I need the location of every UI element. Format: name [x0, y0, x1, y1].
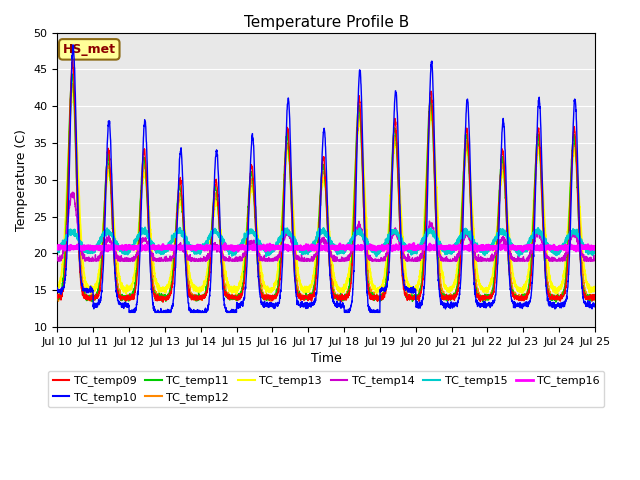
Line: TC_temp10: TC_temp10 [58, 45, 595, 312]
Y-axis label: Temperature (C): Temperature (C) [15, 129, 28, 231]
TC_temp14 [69, 189, 77, 195]
TC_temp12 [284, 143, 291, 149]
TC_temp10 [284, 107, 291, 112]
TC_temp15 [591, 245, 599, 251]
TC_temp13 [260, 279, 268, 285]
TC_temp15 [523, 249, 531, 254]
TC_temp10 [69, 42, 77, 48]
TC_temp10 [581, 301, 589, 307]
TC_temp14 [115, 258, 123, 264]
TC_temp15 [54, 248, 61, 253]
TC_temp16 [260, 242, 268, 248]
Line: TC_temp13: TC_temp13 [58, 89, 595, 294]
TC_temp10 [54, 285, 61, 291]
TC_temp11 [581, 293, 589, 299]
TC_temp10 [115, 301, 123, 307]
TC_temp12 [147, 252, 155, 257]
TC_temp10 [523, 303, 531, 309]
TC_temp14 [260, 255, 268, 261]
TC_temp12 [88, 299, 96, 305]
TC_temp10 [591, 302, 599, 308]
TC_temp14 [147, 252, 155, 257]
Line: TC_temp14: TC_temp14 [58, 192, 595, 261]
TC_temp11 [283, 132, 291, 138]
TC_temp15 [141, 225, 149, 230]
Line: TC_temp12: TC_temp12 [58, 84, 595, 302]
TC_temp16 [410, 240, 417, 246]
TC_temp16 [581, 245, 589, 251]
TC_temp11 [115, 294, 123, 300]
TC_temp13 [115, 274, 123, 279]
TC_temp09 [284, 124, 291, 130]
Text: HS_met: HS_met [63, 43, 116, 56]
TC_temp10 [260, 304, 268, 310]
TC_temp15 [115, 245, 122, 251]
TC_temp11 [591, 294, 599, 300]
TC_temp15 [260, 245, 268, 251]
TC_temp12 [581, 284, 589, 290]
TC_temp14 [581, 254, 589, 260]
TC_temp13 [70, 86, 77, 92]
Line: TC_temp11: TC_temp11 [58, 73, 595, 302]
TC_temp13 [54, 284, 61, 290]
TC_temp16 [115, 244, 122, 250]
TC_temp11 [523, 293, 531, 299]
Line: TC_temp09: TC_temp09 [58, 60, 595, 302]
TC_temp13 [284, 149, 291, 155]
TC_temp09 [54, 292, 61, 298]
X-axis label: Time: Time [311, 352, 342, 365]
TC_temp12 [54, 292, 61, 298]
TC_temp09 [147, 270, 155, 276]
TC_temp11 [54, 291, 61, 297]
Title: Temperature Profile B: Temperature Profile B [244, 15, 409, 30]
Line: TC_temp16: TC_temp16 [58, 243, 595, 252]
Line: TC_temp15: TC_temp15 [58, 228, 595, 256]
TC_temp16 [54, 246, 61, 252]
TC_temp10 [125, 310, 133, 315]
TC_temp12 [115, 287, 123, 292]
TC_temp10 [147, 279, 155, 285]
TC_temp09 [115, 295, 123, 300]
TC_temp16 [473, 249, 481, 254]
TC_temp15 [147, 238, 155, 243]
TC_temp16 [147, 244, 154, 250]
TC_temp11 [147, 266, 155, 272]
TC_temp12 [591, 294, 599, 300]
TC_temp14 [591, 258, 599, 264]
TC_temp09 [523, 293, 531, 299]
TC_temp09 [68, 57, 76, 62]
TC_temp09 [260, 294, 268, 300]
TC_temp15 [581, 245, 589, 251]
TC_temp09 [159, 300, 167, 305]
TC_temp12 [523, 295, 531, 300]
TC_temp16 [591, 245, 599, 251]
TC_temp15 [372, 253, 380, 259]
TC_temp13 [523, 279, 531, 285]
TC_temp11 [260, 295, 268, 301]
TC_temp15 [283, 227, 291, 233]
TC_temp09 [581, 291, 589, 297]
TC_temp13 [147, 231, 155, 237]
TC_temp14 [284, 232, 291, 238]
TC_temp09 [591, 295, 599, 300]
TC_temp13 [232, 291, 240, 297]
TC_temp14 [54, 258, 61, 264]
Legend: TC_temp09, TC_temp10, TC_temp11, TC_temp12, TC_temp13, TC_temp14, TC_temp15, TC_: TC_temp09, TC_temp10, TC_temp11, TC_temp… [48, 371, 604, 407]
TC_temp11 [552, 299, 560, 305]
TC_temp16 [283, 246, 291, 252]
TC_temp14 [523, 258, 531, 264]
TC_temp16 [523, 245, 531, 251]
TC_temp11 [68, 71, 76, 76]
TC_temp14 [54, 253, 61, 259]
TC_temp13 [581, 271, 589, 276]
TC_temp12 [68, 81, 76, 87]
TC_temp13 [591, 286, 599, 292]
TC_temp12 [260, 292, 268, 298]
